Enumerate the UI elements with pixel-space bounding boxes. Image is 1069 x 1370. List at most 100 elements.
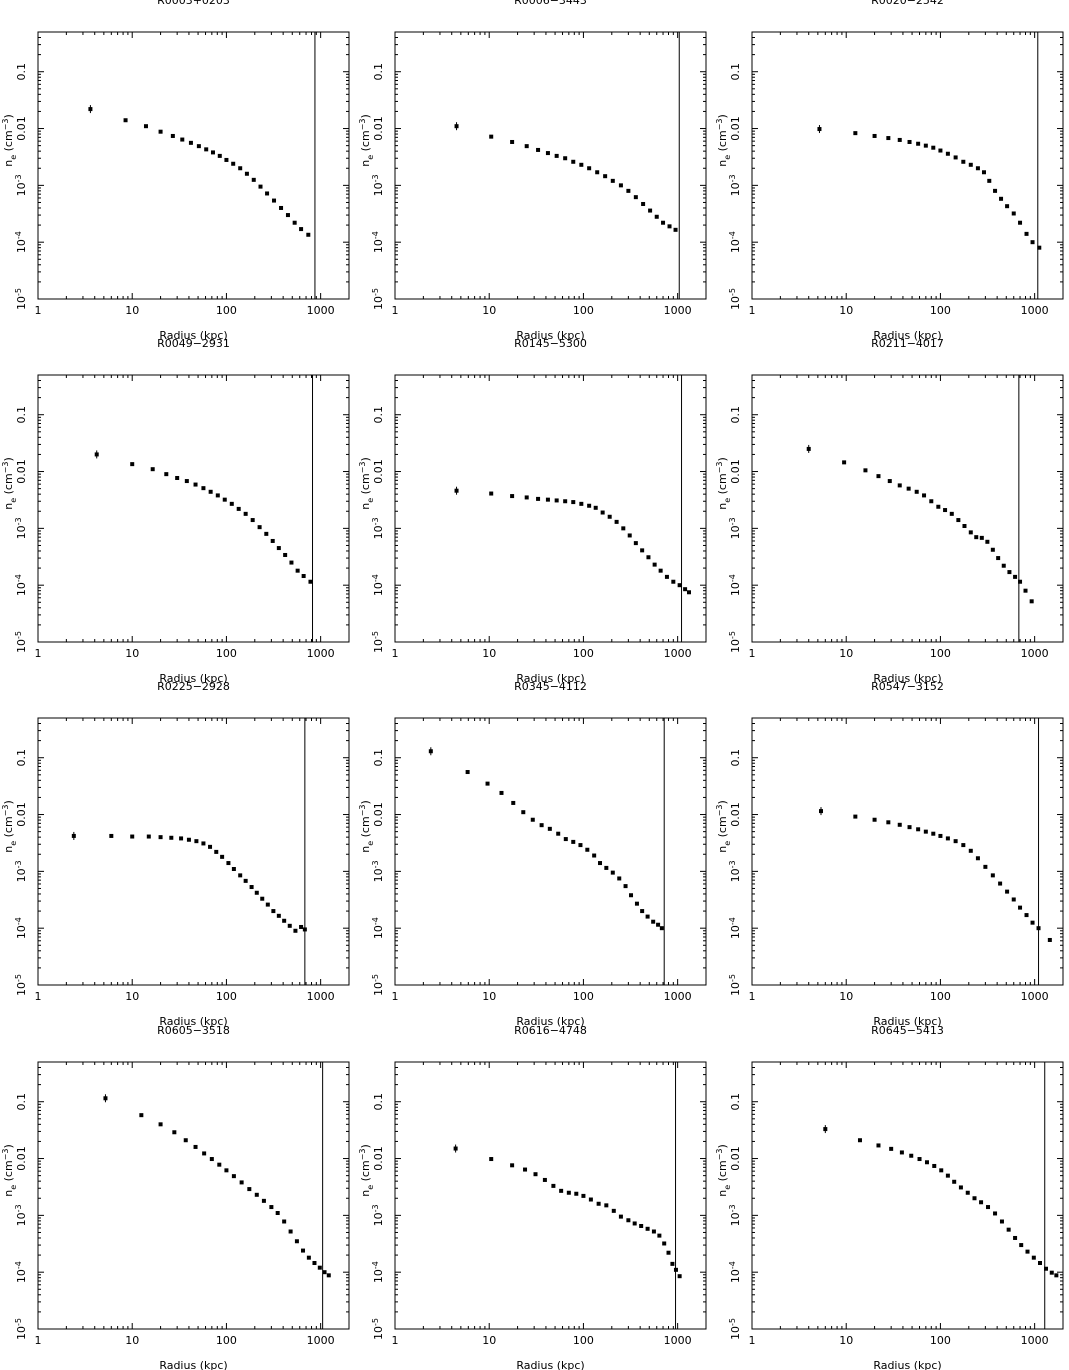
- panel-title: R0616−4748: [514, 1024, 587, 1037]
- data-point: [598, 861, 603, 866]
- data-point: [648, 208, 653, 213]
- data-point: [686, 590, 691, 595]
- data-point: [172, 1130, 177, 1135]
- data-point: [217, 153, 222, 158]
- data-point: [287, 923, 292, 928]
- y-axis-label: ne (cm−3): [1, 800, 18, 853]
- x-tick-label: 1: [35, 1334, 42, 1347]
- data-point: [254, 890, 259, 895]
- data-point: [194, 839, 199, 844]
- data-point: [545, 497, 550, 502]
- data-point: [236, 506, 241, 511]
- data-point: [523, 1167, 528, 1172]
- x-tick-label: 1000: [307, 990, 335, 1003]
- data-point: [998, 881, 1003, 886]
- x-tick-label: 1000: [664, 1334, 692, 1347]
- data-point: [226, 861, 231, 866]
- y-axis-label: ne (cm−3): [715, 457, 732, 510]
- data-point: [585, 847, 590, 852]
- data-point: [863, 468, 868, 473]
- data-point: [215, 493, 220, 498]
- x-tick-label: 10: [839, 647, 853, 660]
- data-point: [666, 1250, 671, 1255]
- profile-panel: R0645−5413 1 10 100 1000 10-5 10-4 10-3 0.01 0.1 R…: [715, 1024, 1064, 1370]
- data-point: [634, 901, 639, 906]
- data-point: [183, 1138, 188, 1143]
- data-point: [646, 555, 651, 560]
- x-tick-label: 1: [392, 304, 399, 317]
- data-point: [651, 919, 656, 924]
- data-point: [961, 159, 966, 164]
- data-point: [571, 159, 576, 164]
- data-point: [1023, 588, 1028, 593]
- data-point: [302, 927, 307, 932]
- data-point: [545, 151, 550, 156]
- x-tick-label: 1000: [1021, 304, 1049, 317]
- data-point: [201, 486, 206, 491]
- data-point: [938, 148, 943, 153]
- data-point: [965, 1190, 970, 1195]
- data-point: [301, 1248, 306, 1253]
- plot-frame: [394, 374, 707, 643]
- data-point: [1049, 1270, 1054, 1275]
- data-point: [999, 1219, 1004, 1224]
- data-point: [231, 161, 236, 166]
- y-axis-label: ne (cm−3): [1, 114, 18, 167]
- x-tick-label: 1: [749, 304, 756, 317]
- profile-panel: R0020−2542 1 10 100 1000 10-5 10-4 10-3 0.01 0.1 R…: [715, 0, 1064, 342]
- x-tick-label: 10: [839, 990, 853, 1003]
- plot-frame: [394, 1061, 707, 1330]
- panel-title: R0145−5300: [514, 337, 587, 350]
- data-point: [617, 876, 622, 881]
- y-tick-label: 10-3: [728, 1204, 742, 1226]
- data-point: [886, 820, 891, 825]
- data-point: [587, 166, 592, 171]
- data-point: [279, 205, 284, 210]
- y-tick-label: 10-5: [371, 288, 385, 310]
- data-point: [282, 918, 287, 923]
- data-point: [1036, 926, 1041, 931]
- y-axis-label: ne (cm−3): [358, 1144, 375, 1197]
- data-point: [465, 770, 470, 775]
- y-tick-label: 0.1: [372, 1093, 385, 1111]
- data-point: [899, 1150, 904, 1155]
- x-tick-label: 10: [125, 304, 139, 317]
- data-point: [657, 1233, 662, 1238]
- data-point: [249, 885, 254, 890]
- data-point: [975, 856, 980, 861]
- data-point: [1005, 204, 1010, 209]
- profile-panel: R0345−4112 1 10 100 1000 10-5 10-4 10-3 0.01 0.1 R…: [358, 680, 707, 1028]
- plot-frame: [37, 717, 350, 986]
- data-point: [931, 831, 936, 836]
- data-point: [938, 833, 943, 838]
- data-point: [294, 1239, 299, 1244]
- x-axis-label: Radius (kpc): [516, 1359, 584, 1370]
- profile-panel: R0211−4017 1 10 100 1000 10-5 10-4 10-3 0.01 0.1 R…: [715, 337, 1064, 685]
- x-tick-label: 100: [573, 1334, 594, 1347]
- data-point: [985, 539, 990, 544]
- x-axis-label: Radius (kpc): [159, 329, 227, 342]
- plot-frame: [751, 717, 1064, 986]
- data-point: [265, 191, 270, 196]
- data-point: [592, 853, 597, 858]
- data-point: [996, 556, 1001, 561]
- data-point: [887, 479, 892, 484]
- data-point: [510, 139, 515, 144]
- data-point: [184, 479, 189, 484]
- data-point: [641, 201, 646, 206]
- data-point: [595, 170, 600, 175]
- data-point: [1038, 1261, 1043, 1266]
- data-point: [301, 574, 306, 579]
- data-point: [949, 511, 954, 516]
- y-tick-label: 10-3: [371, 860, 385, 882]
- data-point: [489, 1157, 494, 1162]
- y-tick-label: 10-3: [371, 517, 385, 539]
- data-point: [581, 1193, 586, 1198]
- y-tick-label: 0.01: [372, 1146, 385, 1171]
- plot-frame: [394, 31, 707, 300]
- data-point: [204, 147, 209, 152]
- data-point: [853, 814, 858, 819]
- data-point: [536, 496, 541, 501]
- data-point: [193, 1144, 198, 1149]
- y-axis-label: ne (cm−3): [715, 800, 732, 853]
